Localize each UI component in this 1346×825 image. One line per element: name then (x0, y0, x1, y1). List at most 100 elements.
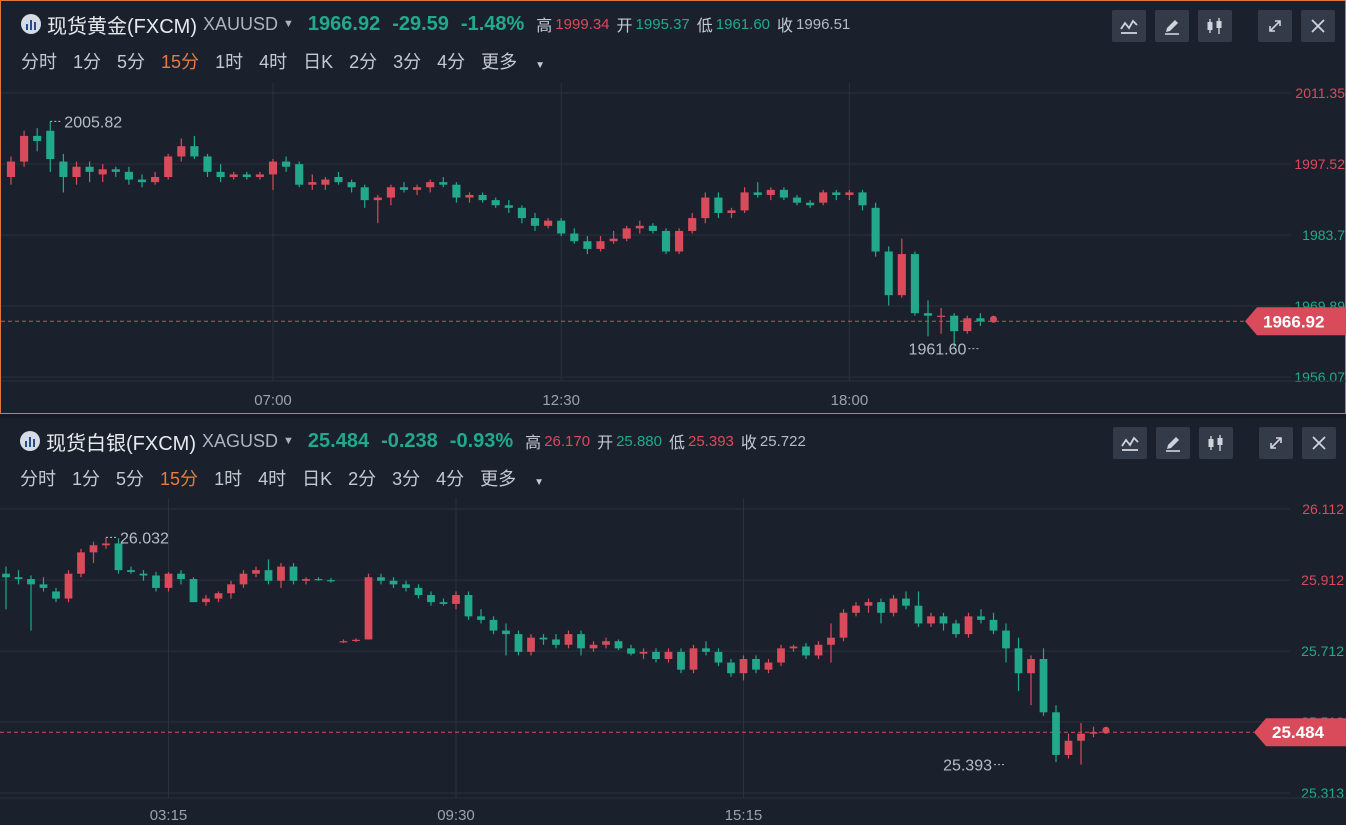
interval-tab[interactable]: 1分 (72, 469, 101, 489)
low-annotation-label: 1961.60 (909, 342, 967, 359)
close-button[interactable] (1301, 10, 1335, 42)
candlestick-button[interactable] (1198, 10, 1232, 42)
close-button[interactable] (1302, 427, 1336, 459)
bar-chart-logo-icon (20, 431, 40, 451)
candle-body (577, 634, 585, 649)
y-axis-tick-label: 1956.07 (1294, 369, 1345, 385)
interval-tab[interactable]: 日K (303, 52, 334, 72)
price-change-percent: -1.48% (460, 12, 525, 35)
candle-body (814, 644, 823, 656)
symbol-name[interactable]: 现货白银(FXCM) (46, 432, 196, 455)
interval-tab-active[interactable]: 15分 (160, 469, 199, 489)
interval-tab[interactable]: 5分 (116, 469, 145, 489)
candle-body (1027, 658, 1035, 674)
interval-tab[interactable]: 4分 (436, 469, 465, 489)
symbol-code[interactable]: XAUUSD (202, 13, 278, 34)
candle-body (98, 169, 107, 175)
silver-candlestick-chart[interactable]: 26.11225.91225.71225.51325.31303:1509:30… (0, 498, 1346, 825)
candle-body (377, 577, 385, 581)
more-intervals-dropdown[interactable]: 更多 ▼ (481, 48, 561, 74)
candlestick-icon (1207, 18, 1222, 34)
more-label: 更多 (481, 52, 518, 72)
silver-chart-svg[interactable]: 26.11225.91225.71225.51325.31303:1509:30… (0, 498, 1346, 825)
candle-body (964, 616, 973, 635)
candle-body (477, 616, 485, 620)
interval-tab[interactable]: 日K (302, 469, 333, 489)
candle-body (570, 233, 579, 242)
live-price-dot (990, 315, 997, 323)
candle-body (14, 577, 23, 580)
candle-body (977, 616, 985, 620)
symbol-dropdown-caret-icon[interactable]: ▼ (283, 435, 294, 447)
interval-tab[interactable]: 1时 (214, 469, 243, 489)
last-price-tag (1245, 307, 1346, 336)
candle-body (514, 634, 523, 652)
draw-button[interactable] (1155, 10, 1189, 42)
candle-body (452, 184, 461, 198)
candle-body (352, 639, 360, 642)
indicator-button[interactable] (1113, 427, 1147, 459)
interval-tab[interactable]: 3分 (393, 52, 422, 72)
open-value: 25.880 (616, 432, 662, 450)
expand-button[interactable] (1258, 10, 1292, 42)
high-annotation-label: 2005.82 (64, 114, 122, 131)
open-label: 开 (597, 435, 614, 452)
interval-tab[interactable]: 4分 (437, 52, 466, 72)
candle-body (452, 595, 460, 604)
candle-body (675, 230, 684, 252)
interval-tab[interactable]: 分时 (20, 469, 56, 489)
high-value: 26.170 (544, 432, 591, 450)
candle-body (589, 644, 598, 649)
candle-body (714, 651, 723, 663)
candle-body (877, 602, 885, 613)
interval-tab[interactable]: 4时 (259, 52, 288, 72)
interval-tab[interactable]: 1分 (73, 52, 102, 72)
candlestick-button[interactable] (1199, 427, 1233, 459)
candle-body (464, 595, 473, 617)
y-axis-tick-label: 2011.35 (1295, 85, 1345, 101)
symbol-name[interactable]: 现货黄金(FXCM) (47, 15, 197, 38)
candle-body (334, 176, 343, 183)
draw-button[interactable] (1156, 427, 1190, 459)
candle-body (72, 166, 81, 177)
interval-tab[interactable]: 4时 (258, 469, 287, 489)
candle-body (664, 651, 673, 659)
candle-body (777, 648, 785, 663)
candle-body (439, 602, 448, 604)
candle-body (314, 579, 323, 581)
candle-body (910, 254, 919, 314)
candle-body (602, 641, 610, 645)
interval-tab-active[interactable]: 15分 (161, 52, 200, 72)
close-value: 25.722 (759, 432, 806, 450)
candle-body (227, 584, 235, 594)
candle-body (33, 135, 42, 142)
candle-body (20, 135, 29, 162)
candle-body (845, 192, 854, 195)
candle-body (139, 573, 148, 576)
candle-body (1077, 733, 1085, 741)
gold-candlestick-chart[interactable]: 2011.35 1997.52 1983.7 1969.89 1956.07 07:00 1… (1, 83, 1346, 413)
interval-tab[interactable]: 5分 (117, 52, 146, 72)
symbol-dropdown-caret-icon[interactable]: ▼ (283, 18, 294, 30)
more-intervals-dropdown[interactable]: 更多 ▼ (480, 465, 560, 491)
interval-tab[interactable]: 1时 (215, 52, 244, 72)
close-icon (1312, 436, 1326, 450)
candle-body (832, 192, 841, 195)
interval-tab[interactable]: 分时 (21, 52, 57, 72)
candle-body (950, 315, 959, 332)
candle-body (766, 189, 775, 195)
interval-tab[interactable]: 2分 (349, 52, 378, 72)
candle-body (727, 662, 735, 674)
expand-button[interactable] (1259, 427, 1293, 459)
indicator-button[interactable] (1112, 10, 1146, 42)
symbol-code[interactable]: XAGUSD (201, 430, 279, 451)
interval-tab[interactable]: 3分 (392, 469, 421, 489)
candle-body (688, 218, 697, 231)
interval-tab[interactable]: 2分 (348, 469, 377, 489)
silver-toolbar (1104, 427, 1336, 459)
candle-body (127, 570, 135, 572)
candle-body (502, 630, 510, 635)
last-price-tag-label: 25.484 (1272, 723, 1325, 742)
candle-body (399, 187, 409, 190)
